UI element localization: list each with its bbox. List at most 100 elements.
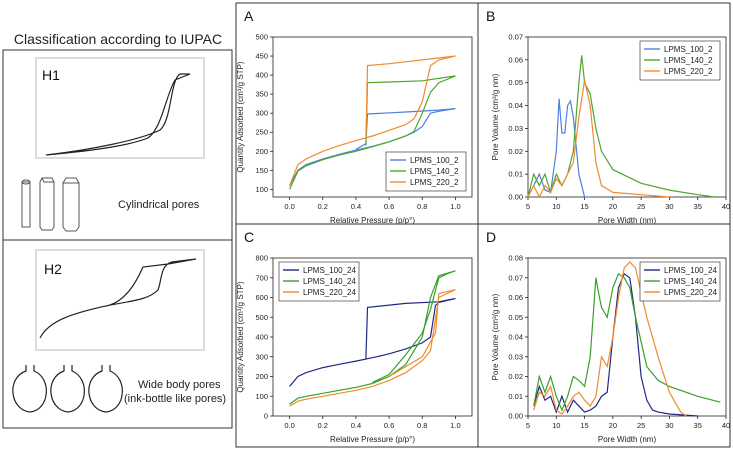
y-tick-label: 0.03 [508,352,523,361]
y-tick-label: 200 [255,147,268,156]
y-axis-label: Pore Volume (cm³/g nm) [491,73,500,160]
x-tick-label: 20 [609,421,617,430]
x-tick-label: 15 [580,202,588,211]
y-tick-label: 300 [255,352,268,361]
legend-label: LPMS_100_24 [303,266,356,275]
legend-label: LPMS_140_2 [664,56,713,65]
series-line [533,261,687,417]
series-line [289,289,456,407]
y-tick-label: 0.02 [508,147,523,156]
bottle-icons [12,365,123,413]
y-tick-label: 0.01 [508,170,523,179]
series-line [289,270,456,405]
y-axis-label: Quantity Adsorbed (cm³/g STP) [236,61,245,172]
x-axis-label: Relative Pressure (p/p°) [330,435,415,444]
series-line [289,108,456,186]
plot-frame [272,36,473,198]
legend-label: LPMS_220_24 [303,288,356,297]
y-tick-label: 250 [255,128,268,137]
x-tick-label: 30 [665,202,673,211]
y-tick-label: 0.05 [508,313,523,322]
y-tick-label: 0.04 [508,101,523,110]
x-tick-label: 1.0 [450,202,460,211]
series-line [289,75,456,190]
y-tick-label: 0.07 [508,273,523,282]
panel-letter: B [486,8,495,24]
x-tick-label: 30 [665,421,673,430]
legend-label: LPMS_100_2 [664,45,713,54]
y-tick-label: 0.00 [508,412,523,421]
y-tick-label: 100 [255,392,268,401]
legend-label: LPMS_220_2 [664,67,713,76]
series-line [527,80,670,199]
y-tick-label: 300 [255,109,268,118]
x-tick-label: 5 [526,421,530,430]
h1-caption: Cylindrical pores [118,199,200,211]
h2-caption: Wide body pores [138,379,221,391]
y-tick-label: 0.01 [508,392,523,401]
x-tick-label: 0.2 [318,202,328,211]
y-tick-label: 700 [255,273,268,282]
h2-label: H2 [44,261,62,277]
legend-label: LPMS_140_2 [410,167,459,176]
panel-letter: A [244,8,254,24]
iupac-box [2,49,233,429]
x-tick-label: 15 [580,421,588,430]
y-tick-label: 150 [255,166,268,175]
x-tick-label: 40 [722,421,730,430]
legend-label: LPMS_220_24 [664,288,717,297]
x-tick-label: 35 [694,421,702,430]
series-line [289,297,456,387]
y-tick-label: 600 [255,293,268,302]
x-tick-label: 5 [526,202,530,211]
y-tick-label: 0 [264,412,268,421]
legend-label: LPMS_140_24 [303,277,356,286]
y-axis-label: Pore Volume (cm³/g nm) [491,293,500,380]
x-tick-label: 0.6 [384,202,394,211]
x-axis-label: Pore Width (nm) [598,216,657,225]
y-tick-label: 0.02 [508,372,523,381]
panel-letter: D [486,229,496,245]
panel-box [477,223,731,448]
y-tick-label: 450 [255,52,268,61]
x-tick-label: 40 [722,202,730,211]
x-tick-label: 0.0 [284,202,294,211]
series-line [527,55,715,198]
x-tick-label: 0.2 [318,421,328,430]
h2-curve [39,258,197,339]
y-tick-label: 100 [255,185,268,194]
x-tick-label: 25 [637,202,645,211]
y-tick-label: 0.05 [508,78,523,87]
series-line [527,98,591,198]
x-axis-label: Pore Width (nm) [598,435,657,444]
x-tick-label: 0.4 [351,202,361,211]
y-tick-label: 0.07 [508,33,523,42]
legend-label: LPMS_100_24 [664,266,717,275]
legend-label: LPMS_220_2 [410,178,459,187]
cylinder-icons [21,177,80,232]
iupac-title: Classification according to IUPAC [14,31,222,47]
y-tick-label: 0.04 [508,333,523,342]
y-tick-label: 400 [255,71,268,80]
h1-label: H1 [42,67,60,83]
x-tick-label: 10 [552,421,560,430]
h1-thumb [35,57,205,159]
plot-frame [527,36,727,198]
y-tick-label: 350 [255,90,268,99]
x-tick-label: 0.8 [417,421,427,430]
h2-caption-2: (ink-bottle like pores) [124,393,226,405]
y-tick-label: 0.08 [508,254,523,263]
panel-letter: C [244,229,254,245]
x-tick-label: 1.0 [450,421,460,430]
x-axis-label: Relative Pressure (p/p°) [330,216,415,225]
y-tick-label: 800 [255,254,268,263]
x-tick-label: 25 [637,421,645,430]
legend-label: LPMS_140_24 [664,277,717,286]
y-tick-label: 500 [255,313,268,322]
x-tick-label: 10 [552,202,560,211]
series-line [533,272,721,412]
x-tick-label: 0.0 [284,421,294,430]
y-tick-label: 400 [255,333,268,342]
x-tick-label: 0.8 [417,202,427,211]
